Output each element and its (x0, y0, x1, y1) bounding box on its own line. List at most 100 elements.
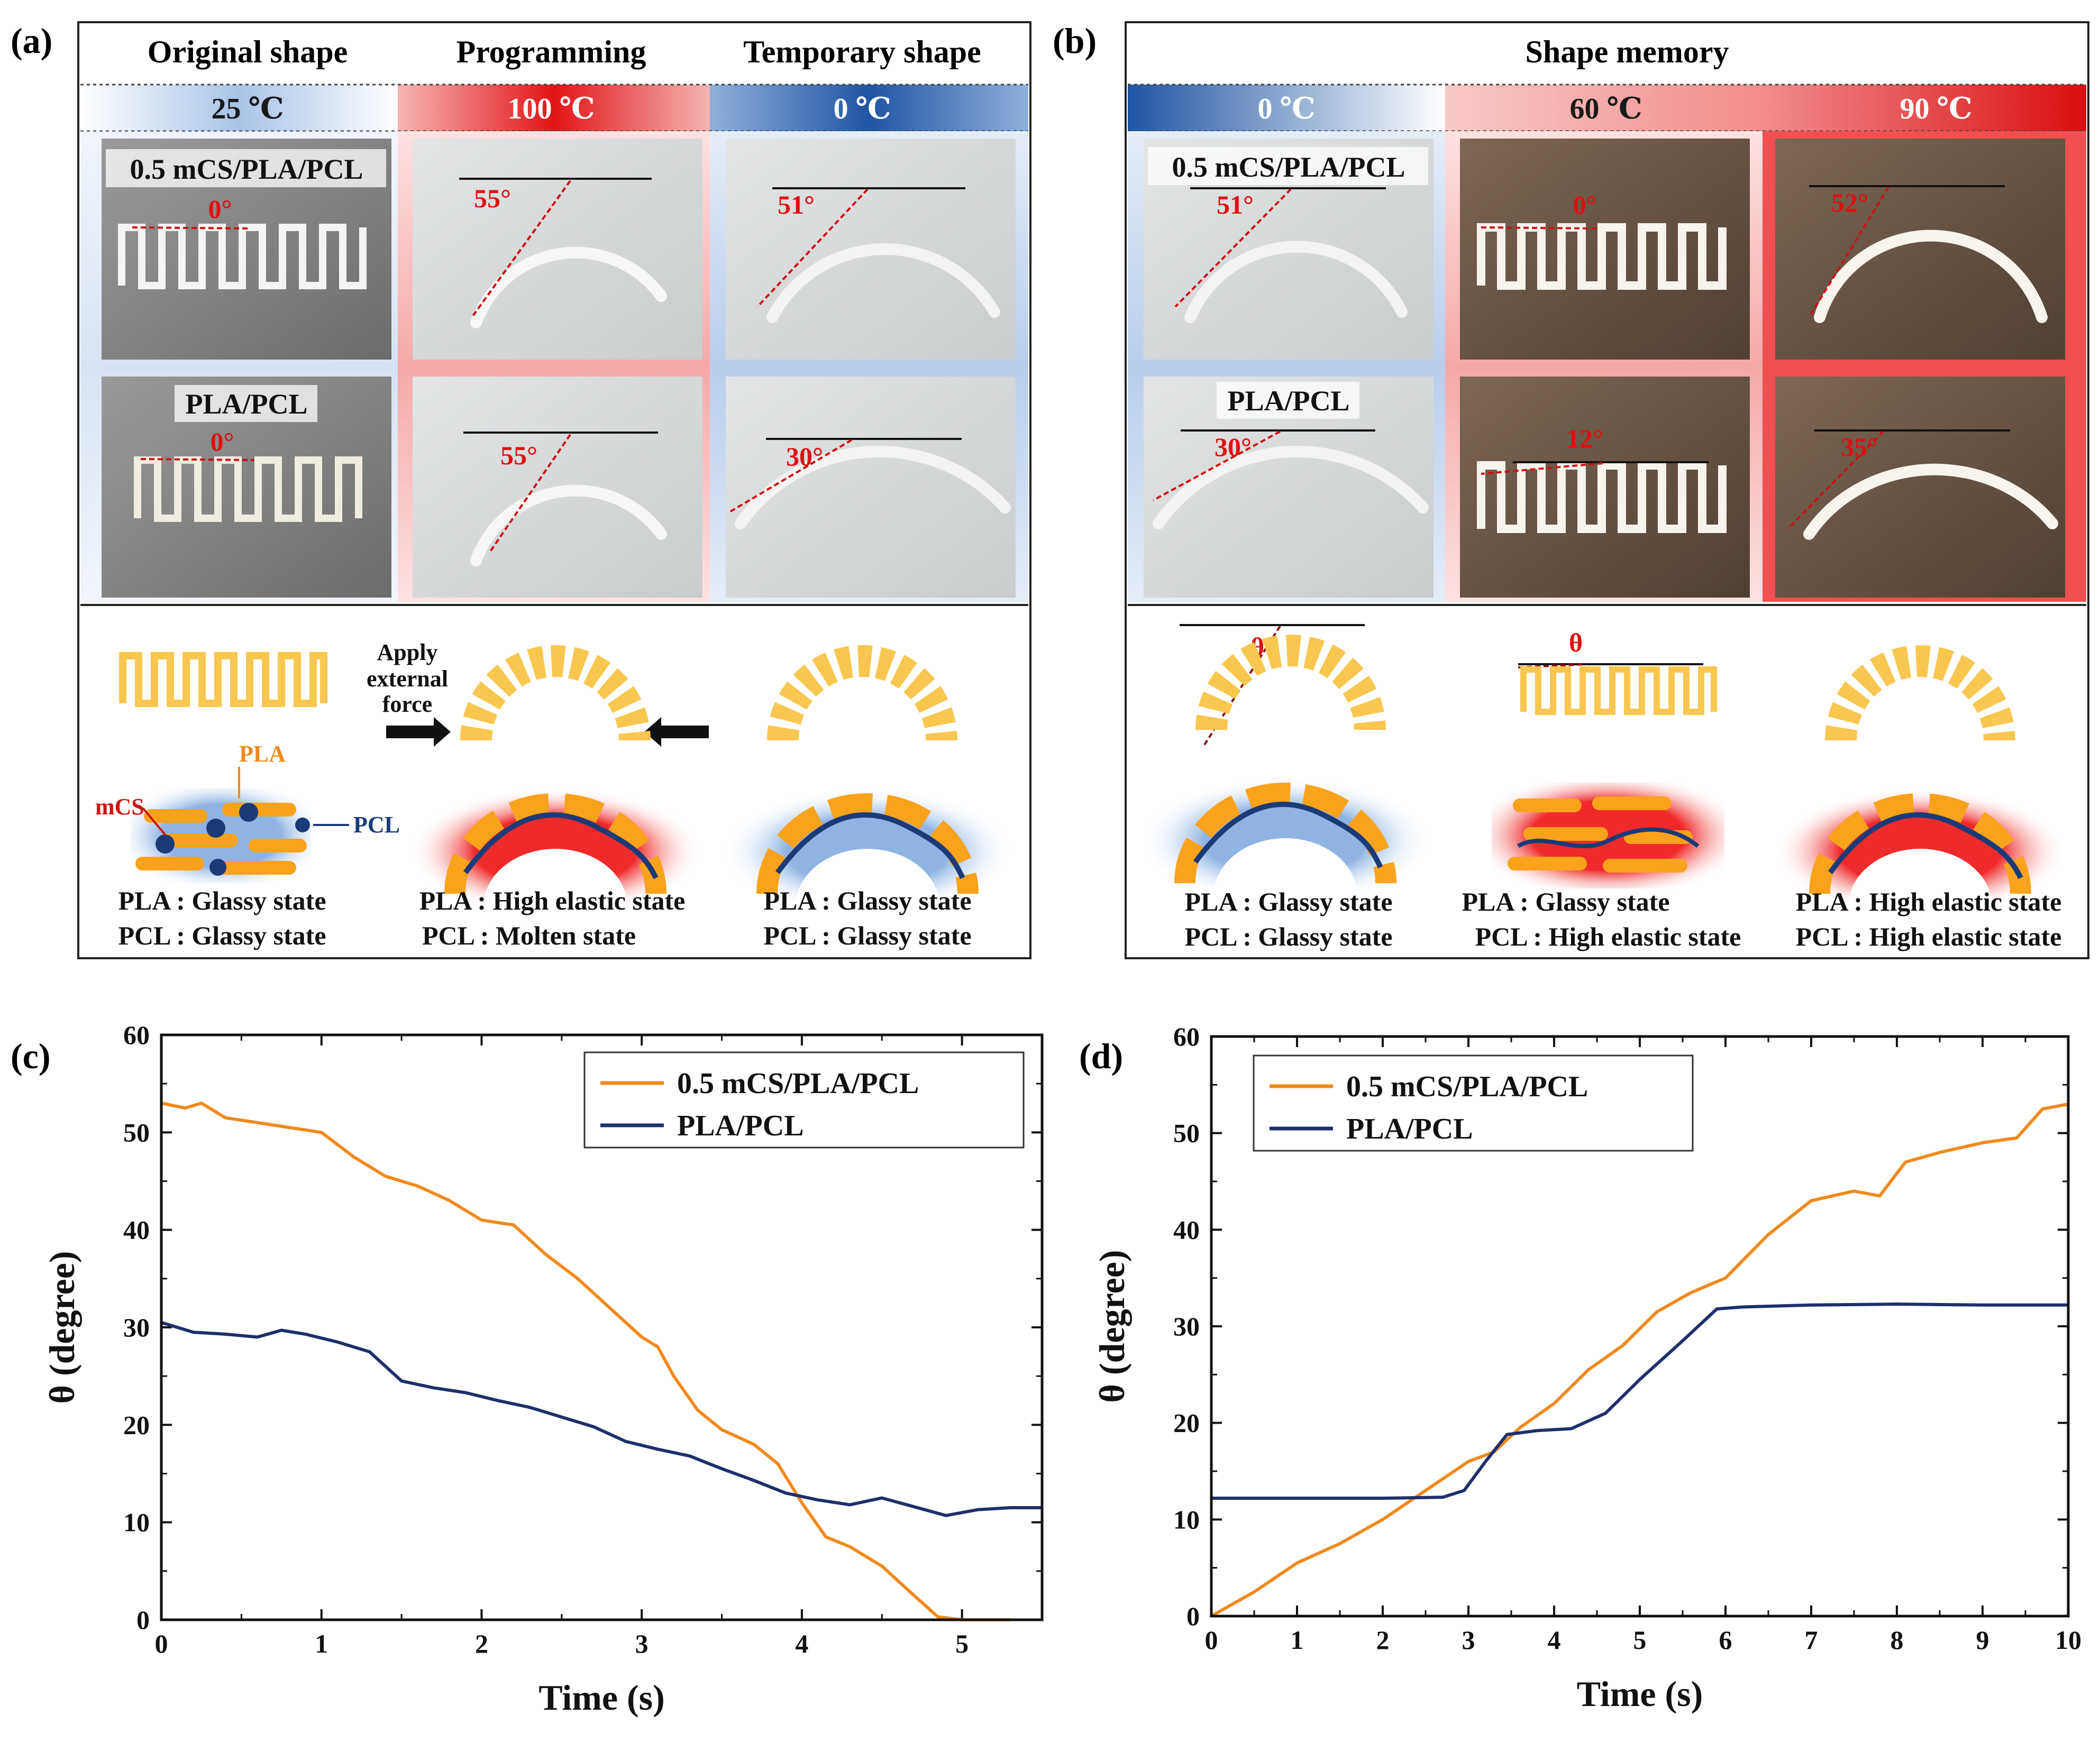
angle-b-r2-c2: 12° (1566, 424, 1603, 453)
blend-a3-pcl (775, 812, 965, 879)
x-tick-label: 1 (1291, 1625, 1304, 1655)
legend-label-1: PLA/PCL (677, 1109, 804, 1142)
blend-b3 (1748, 748, 2092, 906)
header-programming: Programming (456, 34, 646, 69)
serpentine-a1 (119, 652, 327, 707)
temp-b-60c: 60 ℃ (1569, 93, 1642, 125)
temp-25c: 25 ℃ (211, 93, 284, 125)
arch-a2 (460, 645, 651, 741)
dash-b-r2-c2 (1481, 462, 1603, 475)
y-tick-label: 0 (136, 1605, 150, 1635)
dash-a-r1-c1 (132, 226, 249, 230)
theta-label-b2: θ (1569, 628, 1583, 657)
force-label-2: external (367, 666, 448, 692)
y-tick-label: 0 (1186, 1601, 1200, 1631)
sample-arc-b-r2-c1 (1153, 445, 1429, 529)
angle-a-r1-c1: 0° (208, 194, 232, 224)
legend-label-0: 0.5 mCS/PLA/PCL (1346, 1070, 1588, 1103)
state-a1-pla: PLA : Glassy state (118, 886, 326, 915)
state-a2-pla: PLA : High elastic state (419, 886, 686, 915)
label-bg-b-r2 (1217, 382, 1359, 419)
band-b-0c (1128, 85, 1445, 131)
sample-straight-b-r2-c2 (1477, 461, 1727, 533)
blend-b2-fibers (1508, 796, 1693, 873)
label-a-r2: PLA/PCL (185, 388, 307, 420)
band-100c (398, 85, 710, 131)
label-bg-a-r2 (175, 385, 317, 422)
arrow-right-icon (386, 717, 451, 747)
plot-frame (1210, 1035, 2070, 1618)
x-axis-label: Time (s) (538, 1677, 665, 1718)
chart-d: (d) 0 10 20 30 40 50 60 0 1 2 3 4 5 6 7 8 9 10 Time (s) θ (d… (1079, 1022, 2081, 1714)
comp-label-pla: PLA (239, 741, 286, 767)
angle-a-r2-c3: 30° (786, 442, 823, 471)
blend-b1-pcl (1193, 802, 1383, 869)
panel-b-frame (1125, 21, 2089, 959)
x-tick-label: 3 (1462, 1625, 1475, 1655)
angle-a-r2-c1: 0° (211, 427, 234, 456)
x-tick-label: 0 (155, 1629, 168, 1658)
plot-frame (160, 1033, 1044, 1621)
sample-straight-b-r1-c2 (1477, 223, 1727, 290)
label-b-r2: PLA/PCL (1227, 385, 1349, 417)
angle-a-r2-c2: 55° (500, 441, 537, 470)
photo-b-r1-c3 (1775, 139, 2065, 360)
sample-arc-b-r1-c1 (1184, 241, 1408, 323)
state-a2-pcl: PCL : Molten state (422, 921, 636, 950)
temp-b-90c: 90 ℃ (1900, 93, 1972, 125)
sample-arc-a-r1-c2 (470, 246, 667, 328)
arch-b1 (1195, 635, 1386, 730)
dash-b-r2-c3 (1787, 430, 1884, 530)
blend-b3-pcl (1828, 812, 2023, 879)
x-tick-label: 7 (1805, 1625, 1818, 1655)
angle-b-r1-c2: 0° (1573, 190, 1597, 219)
temp-0c: 0 ℃ (833, 93, 891, 125)
x-tick-label: 9 (1976, 1625, 1989, 1655)
band-b-90c (1763, 85, 2086, 131)
x-tick-label: 2 (1376, 1625, 1390, 1655)
y-tick-label: 30 (1173, 1311, 1200, 1341)
x-axis-label: Time (s) (1577, 1674, 1703, 1714)
y-tick-label: 50 (1173, 1118, 1200, 1148)
angle-b-r2-c1: 30° (1215, 432, 1252, 462)
legend-box (583, 1051, 1025, 1149)
header-shape-memory: Shape memory (1526, 34, 1729, 69)
series-line-1 (1211, 1302, 2068, 1500)
sample-arc-a-r2-c3 (735, 445, 1011, 529)
label-bg-b-r1 (1148, 147, 1428, 185)
state-a3-pcl: PCL : Glassy state (763, 921, 971, 950)
panel-a-frame (77, 21, 1031, 959)
sample-straight-a1 (118, 224, 367, 289)
sample-straight-a2 (134, 456, 362, 522)
x-tick-label: 4 (795, 1629, 808, 1658)
state-b2-pla: PLA : Glassy state (1462, 887, 1669, 916)
blend-a1-mcs-particles (156, 803, 310, 876)
panel-b-letter: (b) (1053, 21, 1097, 61)
state-b1-pcl: PCL : Glassy state (1184, 922, 1392, 951)
comp-label-mcs: mCS (95, 794, 144, 820)
dash-b-d1 (1203, 625, 1281, 747)
blend-a2-pcl (463, 812, 659, 879)
blend-a2 (384, 748, 727, 906)
comp-label-pcl: PCL (353, 812, 400, 838)
y-tick-label: 30 (123, 1313, 150, 1342)
chart-c: (c) 0 10 20 30 40 50 60 0 1 2 3 4 5 Time (s) θ (degree)… (11, 1020, 1044, 1718)
blend-a3-fibers (756, 793, 979, 894)
angle-b-r1-c3: 52° (1831, 188, 1868, 217)
y-tick-label: 20 (123, 1410, 150, 1439)
series-line-1 (161, 1320, 1042, 1517)
x-tick-label: 5 (955, 1629, 969, 1658)
dash-b-r1-c3 (1808, 186, 1889, 318)
temp-100c: 100 ℃ (507, 93, 595, 125)
x-tick-label: 2 (475, 1629, 488, 1658)
blend-b1-fibers (1174, 783, 1396, 884)
series-line-0 (1210, 1102, 2069, 1618)
x-tick-label: 3 (635, 1629, 649, 1658)
force-label-3: force (382, 691, 432, 717)
x-tick-label: 10 (2055, 1625, 2081, 1655)
state-b1-pla: PLA : Glassy state (1184, 887, 1392, 916)
y-axis-label: θ (degree) (42, 1251, 82, 1404)
dash-a-r1-c3 (756, 188, 869, 308)
x-tick-label: 5 (1633, 1625, 1647, 1655)
x-tick-label: 0 (1205, 1625, 1218, 1655)
